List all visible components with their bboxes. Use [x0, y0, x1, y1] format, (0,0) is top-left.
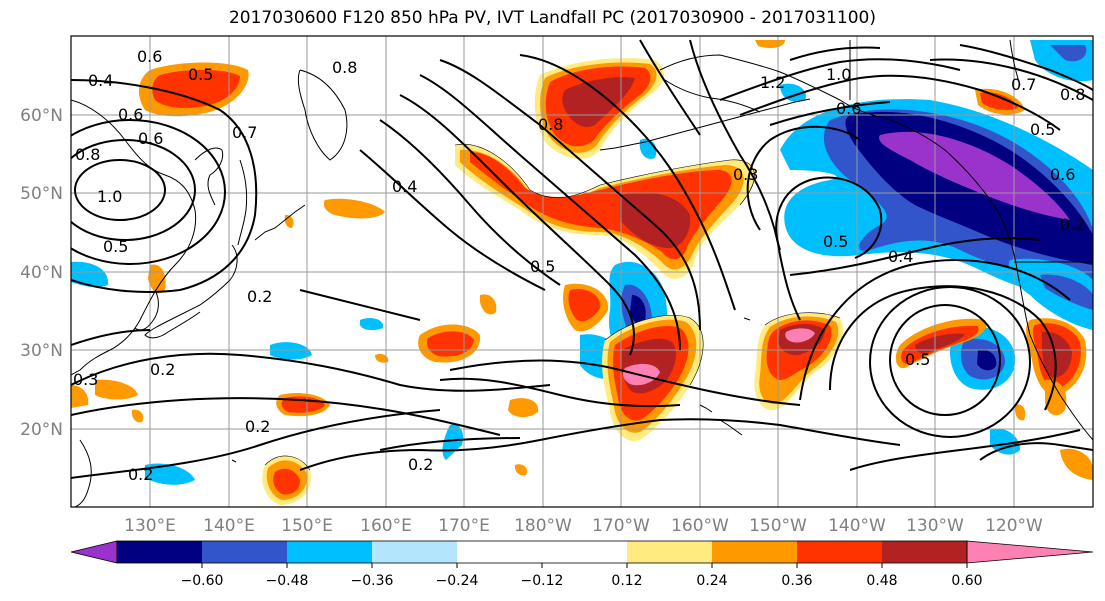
colorbar-tick-label: −0.48 — [266, 573, 309, 589]
lat-label: 60°N — [20, 106, 63, 126]
contour-label: 0.3 — [733, 165, 758, 184]
contour-label: 0.8 — [332, 58, 357, 77]
positive-anomaly-central-pacific — [455, 144, 755, 279]
lon-label: 120°W — [985, 516, 1043, 536]
contour-label: 0.4 — [392, 177, 417, 196]
lon-label: 160°W — [671, 516, 729, 536]
lon-label: 130°W — [906, 516, 964, 536]
contour-label: 0.6 — [118, 105, 143, 124]
contour-label: 1.0 — [97, 187, 122, 206]
colorbar-bin — [627, 541, 712, 563]
contour-label: 0.7 — [1011, 75, 1036, 94]
contour-label: 0.5 — [905, 350, 930, 369]
contour-label: 0.2 — [408, 455, 433, 474]
colorbar-bin — [712, 541, 797, 563]
contour-label: 0.6 — [138, 129, 163, 148]
colorbar-bin — [457, 541, 542, 563]
negative-anomaly-gulf-of-alaska — [780, 99, 1093, 300]
figure-title: 2017030600 F120 850 hPa PV, IVT Landfall… — [228, 8, 876, 28]
contour-label: 0.6 — [1050, 165, 1075, 184]
gridlines — [71, 36, 1093, 507]
contour-label: 0.7 — [232, 123, 257, 142]
colorbar-bin — [372, 541, 457, 563]
colorbar-tick-label: −0.12 — [521, 573, 564, 589]
contour-label: 0.2 — [150, 360, 175, 379]
colorbar-ticks — [201, 563, 968, 568]
latitude-labels: 60°N 50°N 40°N 30°N 20°N — [20, 106, 63, 440]
colorbar-bin — [882, 541, 967, 563]
contour-label: 0.2 — [128, 465, 153, 484]
colorbar-left-extend — [70, 540, 118, 564]
colorbar-tick-label: −0.36 — [351, 573, 394, 589]
colorbar-tick-label: 0.12 — [611, 573, 642, 589]
colorbar-right-extend — [966, 540, 1094, 564]
lon-label: 130°E — [124, 516, 176, 536]
contour-label: 0.4 — [88, 71, 113, 90]
lon-label: 160°E — [360, 516, 412, 536]
contour-label: 0.8 — [538, 115, 563, 134]
lon-label: 170°W — [592, 516, 650, 536]
colorbar-tick-label: 0.36 — [781, 573, 812, 589]
lat-label: 40°N — [20, 263, 63, 283]
lon-label: 170°E — [438, 516, 490, 536]
contour-label: 0.5 — [103, 237, 128, 256]
colorbar-bin — [797, 541, 882, 563]
lat-label: 20°N — [20, 420, 63, 440]
colorbar-bin — [542, 541, 627, 563]
colorbar-tick-label: 0.60 — [951, 573, 982, 589]
lon-label: 140°E — [203, 516, 255, 536]
contour-label: 0.5 — [1030, 120, 1055, 139]
contour-label: 0.5 — [823, 232, 848, 251]
contour-label: 0.5 — [188, 65, 213, 84]
contour-label: 0.2 — [247, 287, 272, 306]
colorbar-bin — [117, 541, 202, 563]
colorbar-tick-label: −0.24 — [436, 573, 479, 589]
lon-label: 150°W — [749, 516, 807, 536]
contour-label: 1.0 — [826, 65, 851, 84]
pv-contours — [71, 39, 1093, 479]
contour-label: 1.2 — [760, 73, 785, 92]
lon-label: 140°W — [828, 516, 886, 536]
contour-label: 0.8 — [1060, 85, 1085, 104]
contour-label: 0.3 — [73, 370, 98, 389]
lon-label: 180°W — [514, 516, 572, 536]
contour-label: 0.6 — [836, 99, 861, 118]
longitude-labels: 130°E 140°E 150°E 160°E 170°E 180°W 170°… — [124, 516, 1043, 536]
colorbar-bin — [202, 541, 287, 563]
map-frame — [70, 35, 1094, 508]
contour-label: 0.8 — [75, 145, 100, 164]
contour-label: 0.5 — [530, 257, 555, 276]
colorbar-tick-label: 0.24 — [696, 573, 727, 589]
colorbar-tick-label: −0.60 — [181, 573, 224, 589]
colorbar-tick-labels: −0.60 −0.48 −0.36 −0.24 −0.12 0.12 0.24 … — [181, 573, 983, 589]
colorbar-tick-label: 0.48 — [866, 573, 897, 589]
lat-label: 30°N — [20, 341, 63, 361]
colorbar: −0.60 −0.48 −0.36 −0.24 −0.12 0.12 0.24 … — [70, 540, 1094, 589]
lon-label: 150°E — [281, 516, 333, 536]
contour-label: 0.2 — [1060, 215, 1085, 234]
contour-label: 0.4 — [888, 247, 913, 266]
contour-labels: 0.6 0.4 0.5 0.8 0.6 1.0 0.5 0.7 0.8 0.6 … — [73, 47, 1085, 484]
colorbar-bin — [287, 541, 372, 563]
contour-label: 0.6 — [137, 47, 162, 66]
contour-label: 0.2 — [245, 417, 270, 436]
filled-contours — [71, 40, 1093, 505]
lat-label: 50°N — [20, 184, 63, 204]
